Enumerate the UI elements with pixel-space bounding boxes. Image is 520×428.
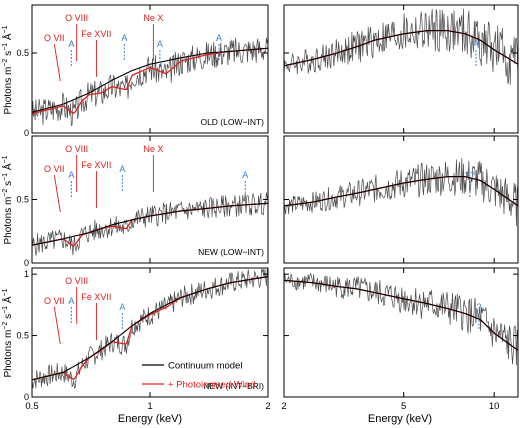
absorber-label: A bbox=[68, 296, 74, 306]
ion-label: Fe XVII bbox=[81, 160, 111, 170]
observed-spectrum bbox=[31, 268, 269, 389]
panel-frame bbox=[283, 267, 519, 398]
y-axis-label-row-3: Photons m−2 s−1 Å−1 bbox=[1, 288, 14, 377]
x-tick-label: 1 bbox=[147, 401, 152, 412]
x-tick-label: 2 bbox=[265, 401, 270, 412]
ion-marker-line bbox=[53, 306, 61, 345]
ion-label: Ne X bbox=[143, 144, 163, 154]
y-axis-label-row-2: Photons m−2 s−1 Å−1 bbox=[1, 155, 14, 244]
panel-label: NEW (INT−BRI) bbox=[203, 381, 264, 391]
continuum-model-line bbox=[31, 276, 269, 381]
x-tick-label: 10 bbox=[489, 401, 500, 412]
absorber-label: A bbox=[68, 39, 74, 49]
continuum-model-line bbox=[283, 30, 519, 67]
ion-marker-line bbox=[53, 43, 61, 82]
x-tick-label: 0.5 bbox=[25, 401, 38, 412]
legend: Continuum model + Photoionised Wind bbox=[142, 361, 255, 391]
ion-label: O VIII bbox=[65, 13, 88, 23]
absorber-label: A bbox=[119, 164, 125, 174]
x-tick-label: 5 bbox=[401, 401, 406, 412]
absorber-label: A bbox=[121, 33, 127, 43]
panel-1-1: ?? bbox=[283, 135, 519, 264]
wind-model-line bbox=[283, 279, 519, 351]
ion-label: O VII bbox=[44, 296, 65, 306]
ion-label: Ne X bbox=[143, 13, 163, 23]
continuum-model-line bbox=[31, 47, 269, 113]
y-tick-label: 0.5 bbox=[16, 48, 29, 58]
absorber-label: A bbox=[68, 170, 74, 180]
continuum-model-line bbox=[283, 176, 519, 207]
y-axis-label-row-1: Photons m−2 s−1 Å−1 bbox=[1, 25, 14, 114]
ion-label: Fe XVII bbox=[81, 29, 111, 39]
observed-spectrum bbox=[31, 37, 269, 127]
panel-0-1: A bbox=[283, 4, 519, 134]
y-tick-label: 0 bbox=[24, 392, 29, 402]
continuum-model-line bbox=[31, 202, 269, 246]
legend-continuum-label: Continuum model bbox=[168, 361, 242, 372]
y-axis-label: Photons m−2 s−1 Å−1 Photons m−2 s−1 Å−1 … bbox=[1, 25, 14, 377]
observed-spectrum bbox=[283, 157, 519, 227]
panel-2-1: ? 2 5 10 bbox=[281, 267, 519, 412]
ion-label: O VIII bbox=[65, 144, 88, 154]
panel-frame bbox=[31, 135, 269, 264]
wind-model-line bbox=[31, 47, 269, 115]
x-axis-label-left: Energy (keV) bbox=[118, 413, 182, 425]
unknown-feature-label: ? bbox=[476, 302, 481, 312]
y-tick-label: 0.5 bbox=[16, 195, 29, 205]
continuum-model-line bbox=[283, 279, 519, 351]
ion-marker-line bbox=[53, 174, 61, 213]
unknown-feature-label: ?? bbox=[465, 170, 475, 180]
absorber-label: A bbox=[119, 302, 125, 312]
observed-spectrum bbox=[283, 8, 519, 86]
legend-wind-label: + Photoionised Wind bbox=[168, 380, 255, 391]
ion-label: O VII bbox=[44, 33, 65, 43]
x-axis-label-right: Energy (keV) bbox=[368, 413, 432, 425]
y-tick-label: 0 bbox=[24, 258, 29, 268]
y-tick-label: 1 bbox=[24, 269, 29, 279]
panel-frame bbox=[283, 4, 519, 134]
y-tick-label: 0 bbox=[24, 128, 29, 138]
observed-spectrum bbox=[31, 192, 269, 256]
x-tick-label: 2 bbox=[281, 401, 286, 412]
panel-label: OLD (LOW−INT) bbox=[200, 117, 264, 127]
absorber-label: A bbox=[157, 39, 163, 49]
absorber-label: A bbox=[473, 39, 479, 49]
y-tick-label: 0.5 bbox=[16, 331, 29, 341]
panel-label: NEW (LOW−INT) bbox=[198, 247, 264, 257]
absorber-label: A bbox=[242, 170, 248, 180]
ion-label: O VII bbox=[44, 164, 65, 174]
absorber-label: A bbox=[216, 33, 222, 43]
ion-label: O VIII bbox=[65, 276, 88, 286]
observed-spectrum bbox=[283, 272, 519, 366]
ion-label: Fe XVII bbox=[81, 292, 111, 302]
